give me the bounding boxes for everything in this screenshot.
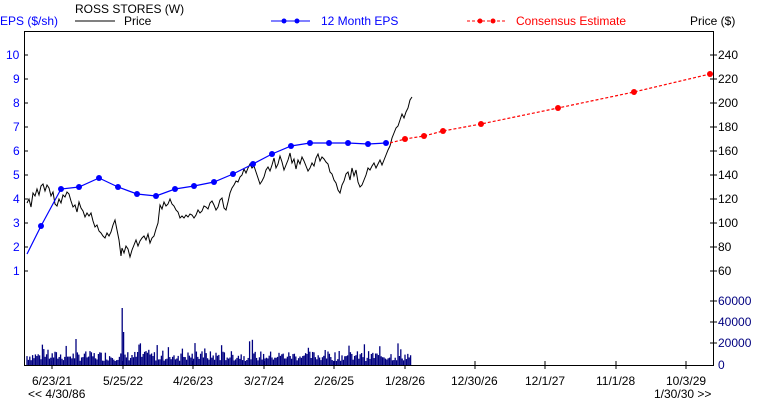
consensus-series [389, 71, 713, 144]
svg-text:3/27/24: 3/27/24 [244, 374, 284, 388]
svg-text:60000: 60000 [718, 294, 752, 308]
svg-text:1: 1 [13, 264, 20, 278]
svg-text:80: 80 [718, 240, 732, 254]
svg-text:240: 240 [718, 48, 738, 62]
svg-text:7: 7 [13, 120, 20, 134]
svg-text:60: 60 [718, 264, 732, 278]
svg-text:40000: 40000 [718, 315, 752, 329]
range-start-link[interactable]: << 4/30/86 [28, 387, 86, 400]
svg-text:9: 9 [13, 72, 20, 86]
svg-text:4/26/23: 4/26/23 [173, 374, 213, 388]
svg-text:100: 100 [718, 216, 738, 230]
svg-text:12/30/26: 12/30/26 [451, 374, 498, 388]
svg-text:5: 5 [13, 168, 20, 182]
svg-text:180: 180 [718, 120, 738, 134]
legend-eps: 12 Month EPS [321, 14, 398, 28]
svg-text:5/25/22: 5/25/22 [103, 374, 143, 388]
x-axis: 6/23/21 5/25/22 4/26/23 3/27/24 2/26/25 1/2… [32, 361, 706, 388]
svg-text:160: 160 [718, 144, 738, 158]
svg-text:11/1/28: 11/1/28 [596, 374, 635, 388]
svg-text:20000: 20000 [718, 336, 752, 350]
eps-axis: 10 9 8 7 6 5 4 3 2 1 [6, 48, 28, 278]
plot-frame [24, 31, 714, 366]
volume-axis: 60000 40000 20000 0 [710, 294, 752, 372]
svg-text:4: 4 [13, 192, 20, 206]
company-title: ROSS STORES (W) [75, 2, 184, 16]
eps-legend-marker [271, 18, 310, 24]
svg-text:0: 0 [718, 358, 725, 372]
price-axis-label: Price ($) [690, 14, 735, 28]
svg-text:6: 6 [13, 144, 20, 158]
price-line [26, 96, 413, 259]
svg-text:6/23/21: 6/23/21 [32, 374, 72, 388]
svg-text:1/28/26: 1/28/26 [385, 374, 425, 388]
eps-series [26, 140, 389, 255]
price-axis: 240 220 200 180 160 140 120 100 80 60 [710, 48, 738, 278]
range-end-link[interactable]: 1/30/30 >> [654, 387, 711, 400]
svg-text:10/3/29: 10/3/29 [666, 374, 706, 388]
consensus-legend-marker [467, 18, 506, 24]
svg-text:2: 2 [13, 240, 20, 254]
svg-text:140: 140 [718, 168, 738, 182]
svg-text:10: 10 [6, 48, 20, 62]
svg-text:200: 200 [718, 96, 738, 110]
svg-text:120: 120 [718, 192, 738, 206]
legend-price: Price [124, 14, 152, 28]
svg-text:2/26/25: 2/26/25 [314, 374, 354, 388]
svg-text:8: 8 [13, 96, 20, 110]
volume-bars [26, 308, 412, 365]
eps-axis-label: EPS ($/sh) [0, 14, 58, 28]
svg-text:220: 220 [718, 72, 738, 86]
svg-text:12/1/27: 12/1/27 [525, 374, 565, 388]
legend-consensus: Consensus Estimate [516, 14, 626, 28]
svg-text:3: 3 [13, 216, 20, 230]
